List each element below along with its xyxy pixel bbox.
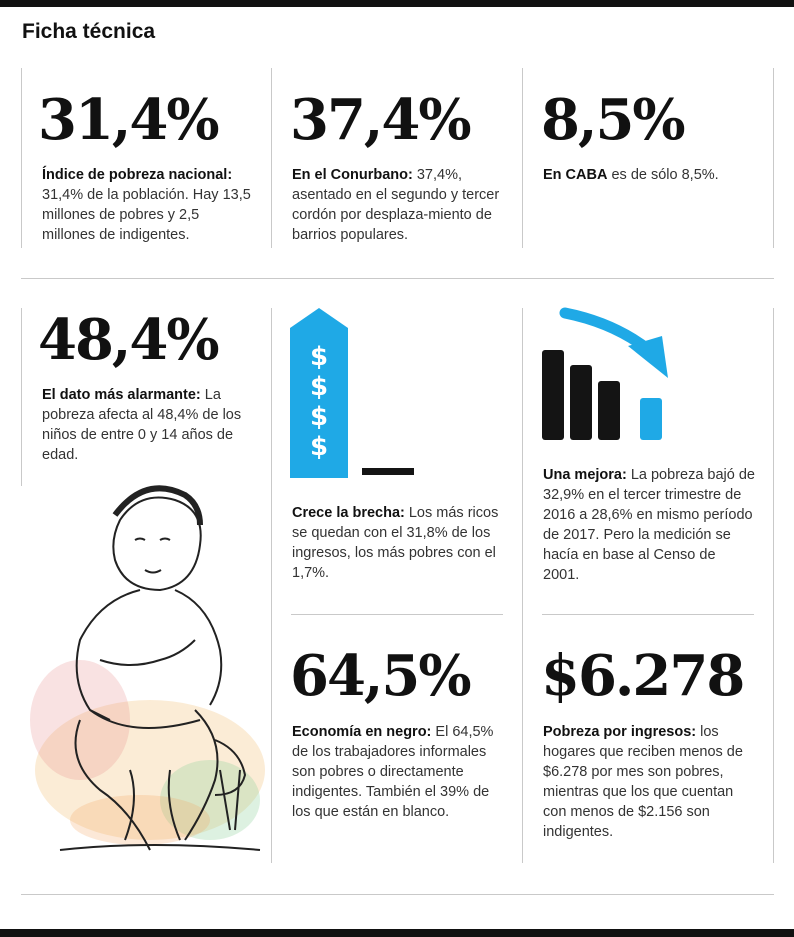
stat-desc-children: El dato más alarmante: La pobreza afecta…: [42, 387, 242, 463]
stat-desc-caba: En CABA es de sólo 8,5%.: [543, 167, 719, 183]
stat-value-informal: 64,5%: [290, 643, 472, 709]
stat-value-national: 31,4%: [38, 87, 220, 153]
dollar-sign-icon: $: [309, 432, 329, 462]
row-rule: [291, 614, 503, 615]
stat-desc-gap: Crece la brecha: Los más ricos se quedan…: [292, 505, 499, 581]
column-rule: [271, 68, 272, 248]
stat-desc-income: Pobreza por ingresos: los hogares que re…: [543, 724, 743, 840]
column-rule: [773, 308, 774, 863]
declining-bars-icon: [542, 307, 668, 440]
row-rule: [542, 614, 754, 615]
column-rule: [21, 68, 22, 248]
row-rule: [21, 278, 774, 279]
child-sketch-illustration: [30, 485, 265, 851]
stat-desc-improvement: Una mejora: La pobreza bajó de 32,9% en …: [543, 467, 755, 583]
stat-desc-conurbano: En el Conurbano: 37,4%, asentado en el s…: [292, 167, 500, 243]
column-rule: [271, 308, 272, 863]
column-rule: [21, 308, 22, 486]
page-title: Ficha técnica: [22, 20, 156, 43]
stat-desc-informal: Economía en negro: El 64,5% de los traba…: [292, 724, 494, 820]
dollar-sign-icon: $: [309, 372, 329, 402]
column-rule: [522, 308, 523, 863]
row-rule: [21, 894, 774, 895]
stat-desc-national: Índice de pobreza nacional: 31,4% de la …: [42, 167, 251, 243]
bottom-rule: [0, 929, 794, 937]
rising-dollar-arrow-icon: [290, 308, 414, 478]
stat-value-conurbano: 37,4%: [290, 87, 472, 153]
dollar-sign-icon: $: [309, 342, 329, 372]
stat-value-children: 48,4%: [38, 307, 220, 373]
dollar-sign-icon: $: [309, 402, 329, 432]
top-rule: [0, 0, 794, 7]
column-rule: [773, 68, 774, 248]
column-rule: [522, 68, 523, 248]
stat-value-income: $6.278: [541, 643, 745, 709]
stat-value-caba: 8,5%: [541, 87, 686, 153]
